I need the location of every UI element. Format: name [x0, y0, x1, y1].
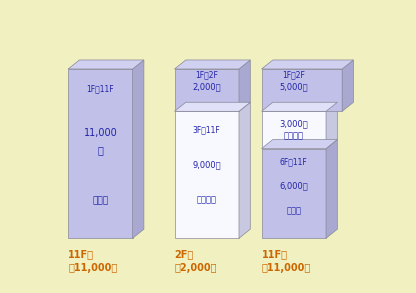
Text: 6,000㎡: 6,000㎡	[280, 182, 308, 191]
Text: 1F～2F: 1F～2F	[282, 71, 305, 80]
Polygon shape	[326, 102, 337, 149]
Text: 共同住宅: 共同住宅	[197, 196, 217, 205]
Polygon shape	[326, 139, 337, 238]
Text: 3F～11F: 3F～11F	[193, 126, 220, 135]
Text: 剂11,000㎡: 剂11,000㎡	[262, 263, 311, 272]
Text: ホテル: ホテル	[286, 207, 301, 216]
Polygon shape	[262, 139, 337, 149]
Text: 3,000㎡: 3,000㎡	[280, 120, 308, 129]
Text: 1F～2F: 1F～2F	[196, 71, 218, 80]
Text: 11,000: 11,000	[84, 128, 117, 138]
Text: 6F～11F: 6F～11F	[280, 157, 308, 166]
Bar	[175, 69, 239, 111]
Bar	[262, 149, 326, 238]
Polygon shape	[133, 60, 144, 238]
Text: 2,000㎡: 2,000㎡	[193, 82, 221, 91]
Bar	[262, 69, 342, 111]
Polygon shape	[175, 102, 250, 111]
Polygon shape	[175, 60, 250, 69]
Polygon shape	[239, 102, 250, 238]
Text: 9,000㎡: 9,000㎡	[193, 160, 221, 169]
Text: 11F建: 11F建	[68, 249, 94, 259]
Polygon shape	[342, 60, 354, 111]
Bar	[175, 111, 239, 238]
Bar	[68, 69, 133, 238]
Text: ホテル: ホテル	[92, 197, 109, 205]
Polygon shape	[68, 60, 144, 69]
Text: 1F～11F: 1F～11F	[87, 85, 114, 94]
Text: 5,000㎡: 5,000㎡	[280, 82, 308, 91]
Polygon shape	[262, 60, 354, 69]
Polygon shape	[239, 60, 250, 111]
Polygon shape	[262, 102, 337, 111]
Text: 11F建: 11F建	[262, 249, 287, 259]
Text: 剂2,000㎡: 剂2,000㎡	[175, 263, 217, 272]
Bar	[262, 111, 326, 149]
Text: 共同住宅: 共同住宅	[284, 131, 304, 140]
Text: 2F建: 2F建	[175, 249, 194, 259]
Text: ㎡: ㎡	[97, 145, 103, 155]
Text: 剂11,000㎡: 剂11,000㎡	[68, 263, 117, 272]
